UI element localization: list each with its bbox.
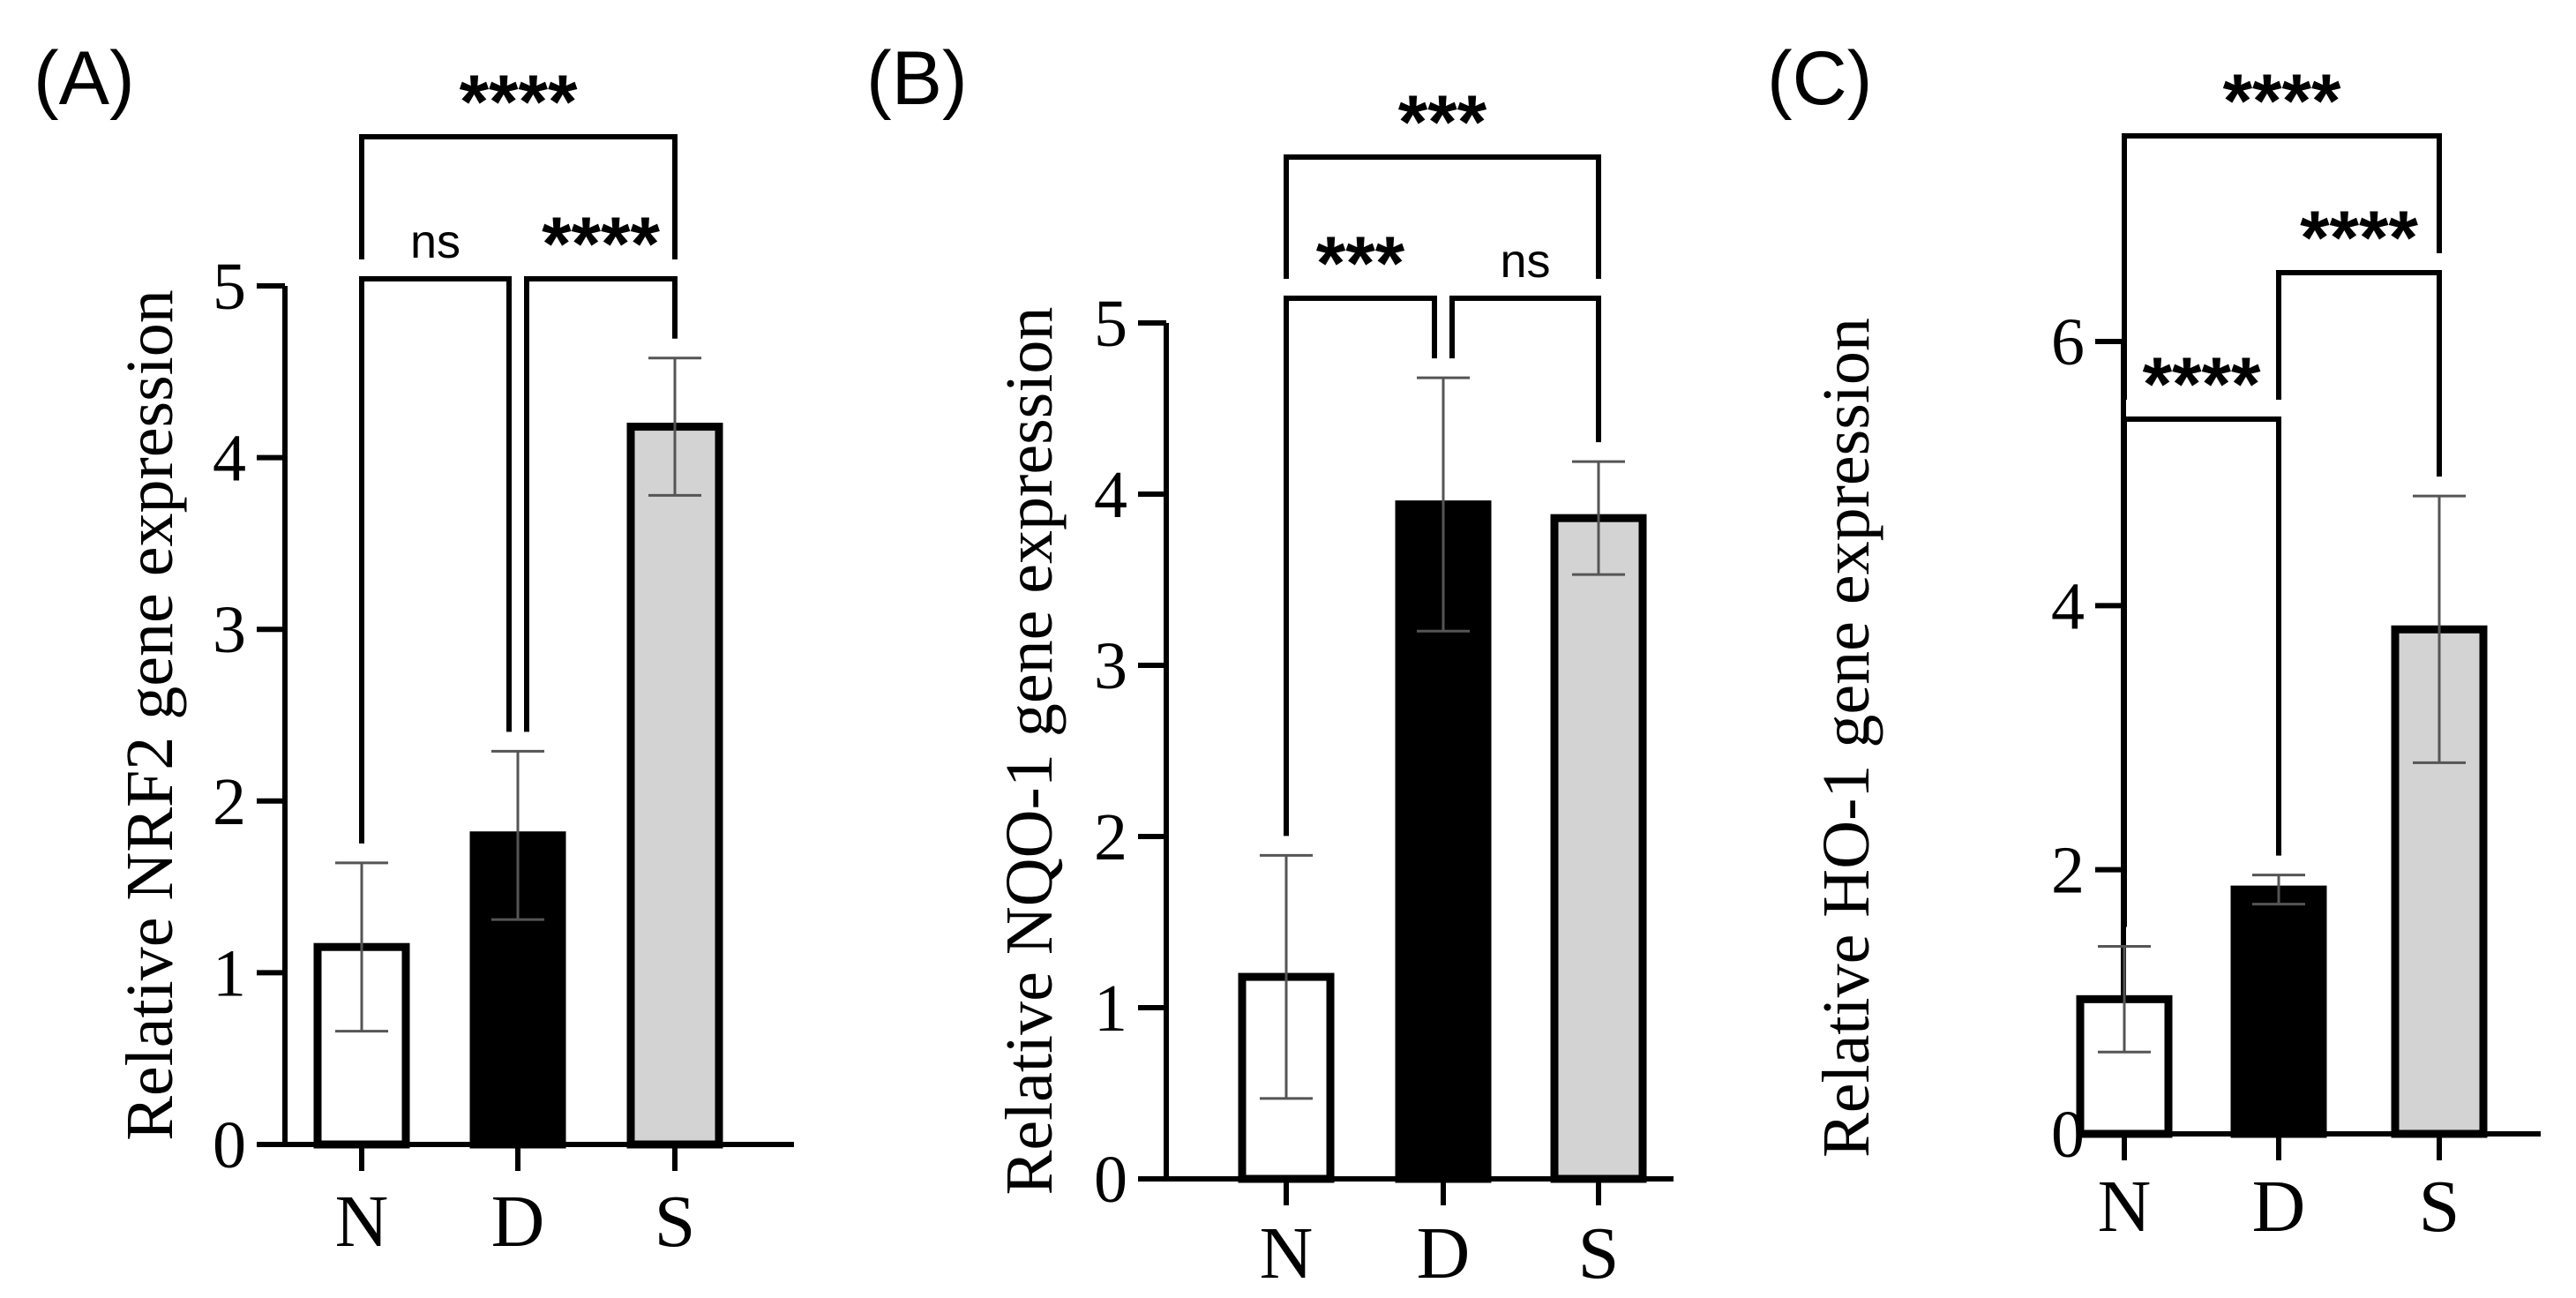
chart-panel-b: (B) Relative NQO-1 gene expression 0 1 2 3 4 5 N… (866, 36, 1674, 1294)
y-tick-label: 5 (1094, 287, 1127, 361)
significance-bracket (2122, 133, 2442, 400)
y-tick-label: 2 (1094, 800, 1127, 874)
significance-label: **** (2300, 196, 2418, 281)
x-category-label: N (2098, 1166, 2152, 1248)
y-tick-label: 3 (1094, 629, 1127, 703)
significance-label: *** (1316, 221, 1405, 306)
y-tick-label: 4 (1094, 458, 1127, 532)
significance-label: **** (460, 60, 578, 145)
y-tick-label: 0 (213, 1108, 246, 1182)
significance-label: **** (2223, 59, 2341, 144)
y-axis-title: Relative NRF2 gene expression (113, 289, 187, 1141)
y-tick-label: 2 (2051, 834, 2085, 908)
y-tick-label: 2 (213, 765, 246, 839)
panel-label: (C) (1767, 36, 1872, 121)
y-tick-label: 4 (2051, 569, 2085, 643)
significance-bracket (1284, 154, 1601, 279)
bar-d (2230, 885, 2327, 1138)
significance-label: ns (410, 215, 461, 268)
significance-label: ns (1500, 235, 1550, 288)
y-tick-label: 4 (213, 422, 246, 496)
significance-bracket (359, 276, 512, 844)
panel-label: (A) (34, 36, 135, 121)
significance-label: *** (1398, 80, 1487, 165)
x-category-label: N (1260, 1212, 1314, 1294)
chart-panel-a: (A) Relative NRF2 gene expression 0 1 2 3 4 5 N D… (34, 36, 794, 1263)
significance-bracket (1284, 296, 1437, 837)
significance-bracket (2276, 270, 2442, 477)
y-tick-label: 3 (213, 593, 246, 667)
significance-label: **** (2143, 342, 2261, 427)
significance-bracket (2122, 416, 2281, 927)
x-category-label: D (1417, 1212, 1471, 1294)
x-category-label: S (1578, 1212, 1620, 1294)
significance-bracket (524, 276, 678, 732)
x-category-label: D (2252, 1166, 2306, 1248)
y-axis-title: Relative HO-1 gene expression (1809, 318, 1883, 1158)
y-axis-title: Relative NQO-1 gene expression (992, 307, 1067, 1196)
x-category-label: S (655, 1181, 696, 1263)
x-category-label: S (2419, 1166, 2460, 1248)
significance-bracket (359, 134, 678, 259)
bar-s (1550, 514, 1647, 1183)
significance-bracket (1449, 296, 1601, 443)
y-tick-label: 6 (2051, 305, 2085, 379)
significance-label: **** (542, 202, 660, 287)
panel-label: (B) (866, 36, 968, 121)
y-tick-label: 5 (213, 250, 246, 324)
x-category-label: D (491, 1181, 545, 1263)
x-category-label: N (335, 1181, 389, 1263)
y-tick-label: 0 (1094, 1143, 1127, 1217)
bar-s (626, 423, 723, 1149)
y-tick-label: 1 (1094, 972, 1127, 1046)
y-tick-label: 1 (213, 936, 246, 1010)
